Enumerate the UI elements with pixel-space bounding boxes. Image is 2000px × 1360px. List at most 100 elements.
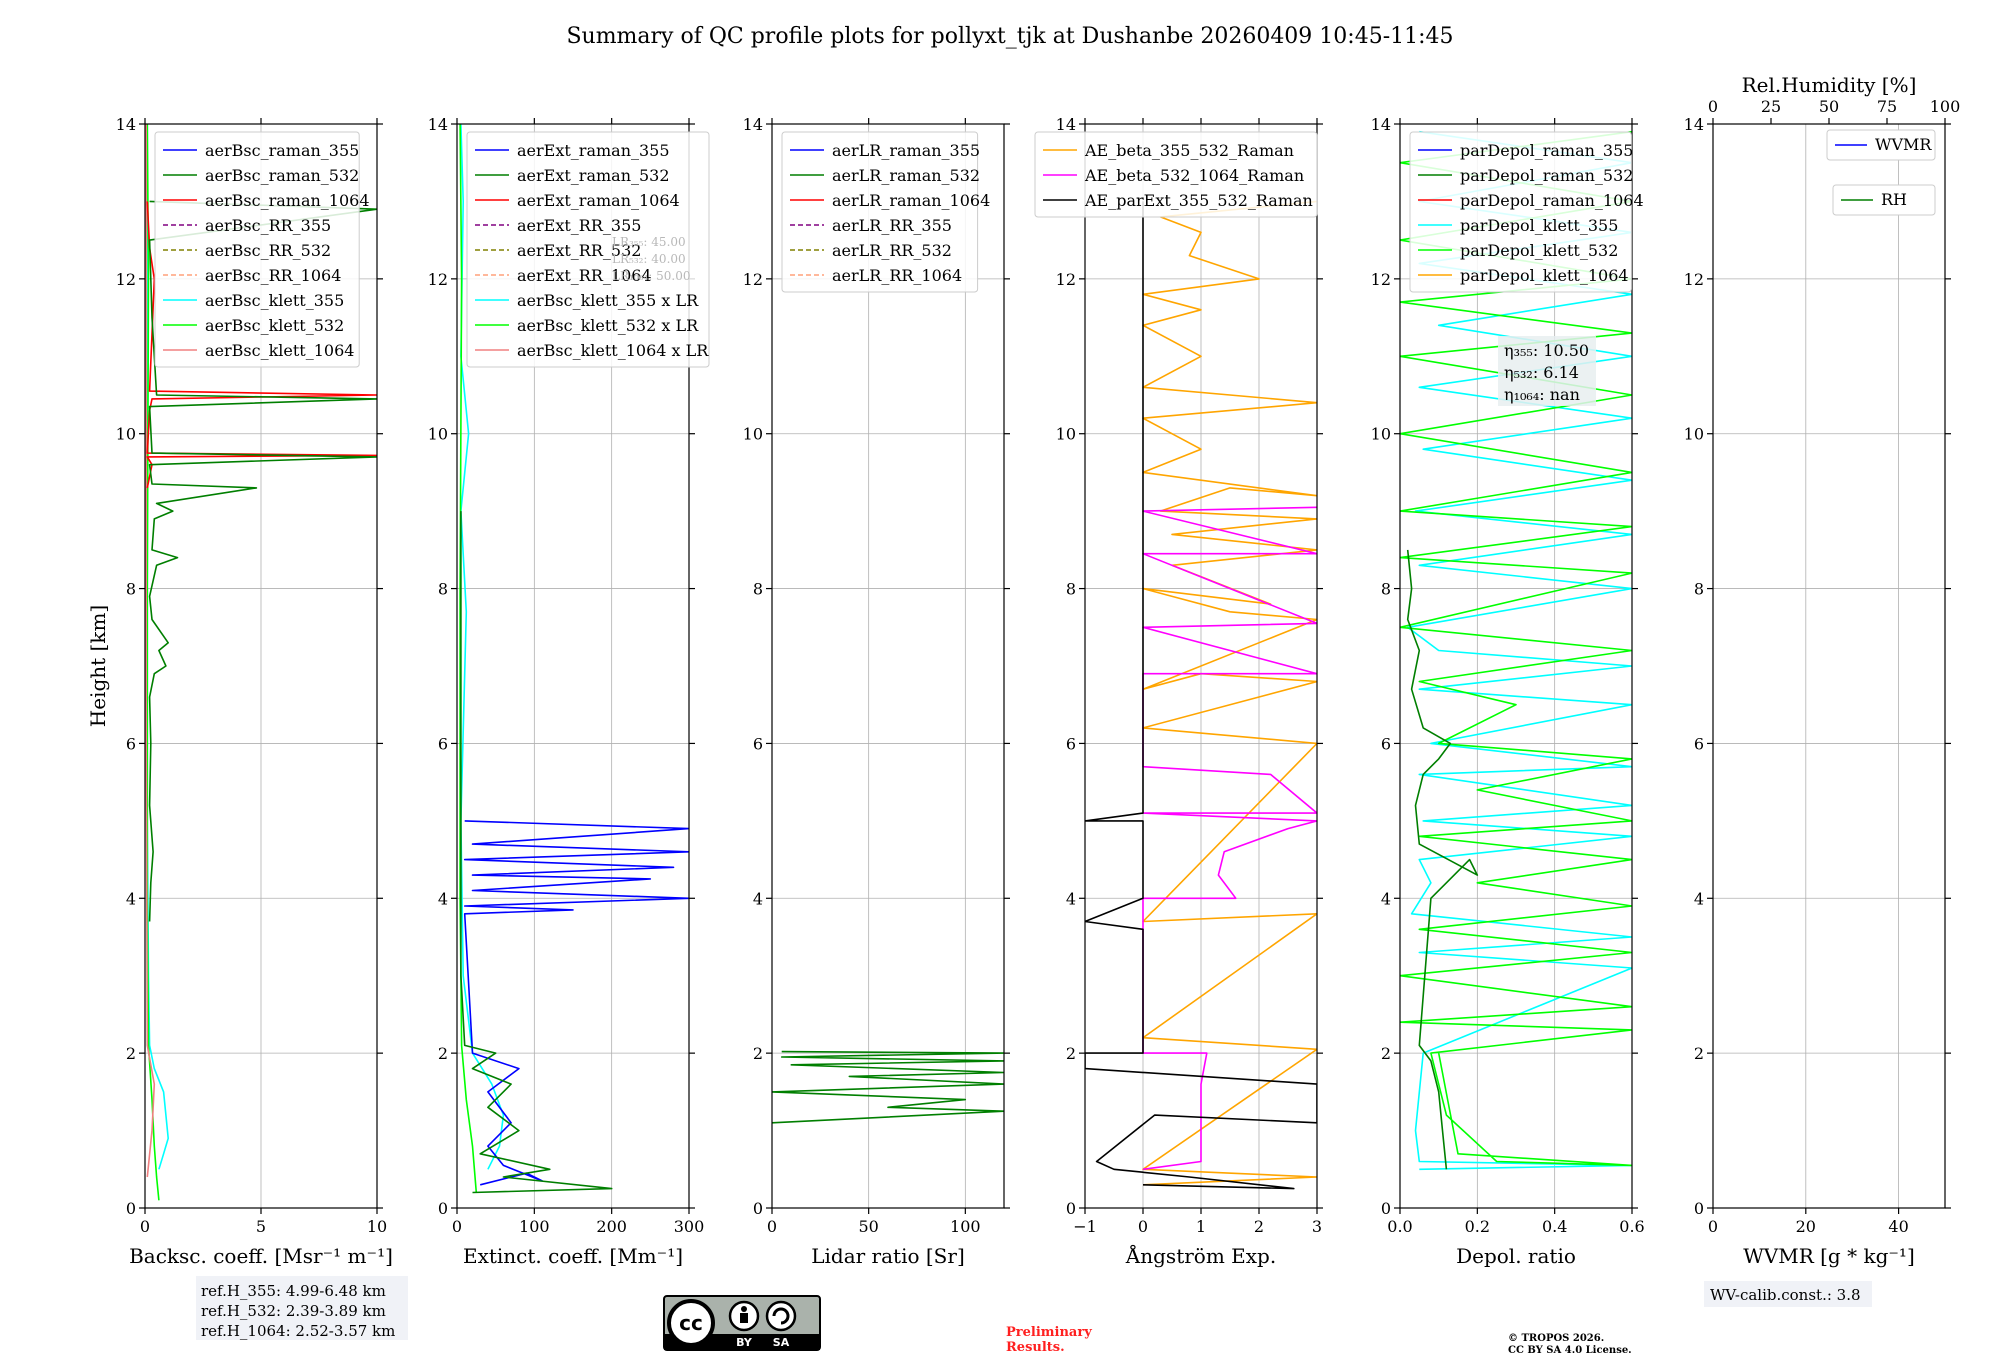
x-axis-label-lr: Lidar ratio [Sr]: [811, 1244, 965, 1268]
y-tick-label-ae: 14: [1056, 115, 1076, 134]
top-x-tick-label-wv: 25: [1761, 97, 1781, 116]
legend-label-AE_parExt_355_532_Raman: AE_parExt_355_532_Raman: [1084, 191, 1313, 210]
eta-box: η₃₅₅: 10.50 η₅₃₂: 6.14 η₁₀₆₄: nan: [1498, 336, 1596, 406]
legend-label-aerLR_raman_355: aerLR_raman_355: [832, 141, 980, 160]
x-tick-label-lr: 50: [858, 1217, 878, 1236]
y-tick-label-ext: 6: [438, 734, 448, 753]
legend-label-parDepol_raman_355: parDepol_raman_355: [1460, 141, 1633, 160]
legend-ae: AE_beta_355_532_Raman AE_beta_532_1064_Ra…: [1034, 131, 1318, 218]
y-tick-label-bsc: 12: [116, 270, 136, 289]
y-tick-label-lr: 10: [743, 425, 763, 444]
y-tick-label-lr: 2: [753, 1044, 763, 1063]
y-tick-label-ext: 4: [438, 889, 448, 908]
legend-label-parDepol_raman_532: parDepol_raman_532: [1460, 166, 1633, 185]
y-tick-label-ae: 0: [1066, 1199, 1076, 1218]
legend-label-aerLR_RR_355: aerLR_RR_355: [832, 216, 952, 235]
sa-label: SA: [773, 1336, 790, 1349]
x-tick-label-ae: 2: [1254, 1217, 1264, 1236]
x-tick-label-depol: 0.0: [1387, 1217, 1412, 1236]
legend-label-aerExt_raman_355: aerExt_raman_355: [517, 141, 670, 160]
x-tick-label-wv: 20: [1796, 1217, 1816, 1236]
series-group-ae: [1085, 200, 1317, 1190]
x-tick-label-bsc: 0: [140, 1217, 150, 1236]
top-axis-label-wv: Rel.Humidity [%]: [1742, 73, 1917, 97]
panel-lr: 0 50 100 0 2 4 6 8 10 12 14 Lidar ratio [Sr] aerLR_r…: [743, 115, 1010, 1268]
y-tick-label-lr: 14: [743, 115, 763, 134]
legend-lr: aerLR_raman_355 aerLR_raman_532 aerLR_rama…: [781, 131, 990, 293]
by-label: BY: [736, 1336, 753, 1349]
x-tick-label-bsc: 10: [367, 1217, 387, 1236]
legend-box: [1832, 184, 1936, 216]
y-tick-label-bsc: 6: [126, 734, 136, 753]
series-group-bsc: [145, 124, 377, 1201]
y-tick-label-wv: 6: [1694, 734, 1704, 753]
y-tick-label-depol: 0: [1381, 1199, 1391, 1218]
legend-label-parDepol_raman_1064: parDepol_raman_1064: [1460, 191, 1644, 210]
legend-label-aerBsc_klett_355 x LR: aerBsc_klett_355 x LR: [517, 291, 699, 310]
series-line-AE_parExt_355_532_Raman: [1085, 201, 1317, 1190]
series-line-aerBsc_klett_1064: [145, 124, 156, 1178]
y-tick-label-bsc: 2: [126, 1044, 136, 1063]
y-tick-label-ae: 2: [1066, 1044, 1076, 1063]
y-tick-label-lr: 8: [753, 580, 763, 599]
y-tick-label-ae: 10: [1056, 425, 1076, 444]
y-tick-label-lr: 4: [753, 889, 763, 908]
axes-frame-lr: [771, 123, 1005, 1209]
y-tick-label-depol: 8: [1381, 580, 1391, 599]
y-tick-label-ae: 8: [1066, 580, 1076, 599]
legend-box: [1409, 131, 1632, 293]
panel-wv: 0 20 40 0 2 4 6 8 10 12 14 WVMR [g * kg⁻¹] 0 25 50 75 10…: [1684, 73, 1961, 1268]
y-tick-label-bsc: 10: [116, 425, 136, 444]
eta-label-0: η₃₅₅: 10.50: [1504, 341, 1589, 360]
cc-icon: [667, 1299, 715, 1347]
copyright-line-1: © TROPOS 2026.: [1508, 1333, 1604, 1344]
legend-label-aerLR_RR_532: aerLR_RR_532: [832, 241, 952, 260]
legend-depol: parDepol_raman_355 parDepol_raman_532 parD…: [1409, 131, 1644, 293]
cc-text: cc: [679, 1311, 703, 1335]
series-line-aerExt_raman_532: [460, 511, 613, 1194]
eta-label-1: η₅₃₂: 6.14: [1504, 363, 1579, 382]
legend-label-aerLR_raman_532: aerLR_raman_532: [832, 166, 980, 185]
legend-box: [781, 131, 979, 293]
x-tick-label-ext: 100: [519, 1217, 550, 1236]
legend-label-RH: RH: [1881, 190, 1907, 209]
top-x-tick-label-wv: 50: [1819, 97, 1839, 116]
legend-label-aerExt_RR_355: aerExt_RR_355: [517, 216, 641, 235]
eta-box-bg: [1498, 336, 1596, 406]
axes-frame-ext: [456, 123, 690, 1209]
legend-label-aerBsc_raman_355: aerBsc_raman_355: [205, 141, 359, 160]
series-line-AE_beta_532_1064_Raman: [1142, 506, 1317, 1171]
x-tick-label-depol: 0.4: [1542, 1217, 1567, 1236]
series-line-parDepol_raman_532: [1406, 549, 1479, 1170]
axes-frame-wv: [1712, 123, 1946, 1209]
series-line-aerBsc_klett_532: [146, 124, 160, 1201]
legend-label-aerBsc_klett_355: aerBsc_klett_355: [205, 291, 344, 310]
legend-label-aerBsc_raman_1064: aerBsc_raman_1064: [205, 191, 370, 210]
legend-label-aerBsc_klett_532 x LR: aerBsc_klett_532 x LR: [517, 316, 699, 335]
legend-label-aerBsc_raman_532: aerBsc_raman_532: [205, 166, 359, 185]
legend-bsc: aerBsc_raman_355 aerBsc_raman_532 aerBsc_r…: [154, 131, 370, 368]
legend-label-aerBsc_RR_532: aerBsc_RR_532: [205, 241, 331, 260]
y-tick-label-ext: 10: [428, 425, 448, 444]
legend-label-aerExt_raman_1064: aerExt_raman_1064: [517, 191, 680, 210]
legend-label-aerBsc_RR_355: aerBsc_RR_355: [205, 216, 331, 235]
y-tick-label-ae: 4: [1066, 889, 1076, 908]
lr-label-2: LR₁₀₆₄: 50.00: [612, 269, 690, 283]
y-tick-label-bsc: 0: [126, 1199, 136, 1218]
y-tick-label-wv: 2: [1694, 1044, 1704, 1063]
legend-label-aerLR_raman_1064: aerLR_raman_1064: [832, 191, 990, 210]
y-tick-label-bsc: 8: [126, 580, 136, 599]
x-tick-label-depol: 0.2: [1465, 1217, 1490, 1236]
x-tick-label-depol: 0.6: [1619, 1217, 1644, 1236]
y-tick-label-wv: 4: [1694, 889, 1704, 908]
preliminary-line-1: Preliminary: [1006, 1325, 1092, 1340]
y-tick-label-lr: 12: [743, 270, 763, 289]
y-tick-label-ae: 12: [1056, 270, 1076, 289]
y-tick-label-wv: 8: [1694, 580, 1704, 599]
x-tick-label-ext: 300: [674, 1217, 705, 1236]
ref-height-box: ref.H_355: 4.99-6.48 km ref.H_532: 2.39-…: [196, 1276, 408, 1340]
x-axis-label-ae: Ångström Exp.: [1125, 1243, 1276, 1268]
